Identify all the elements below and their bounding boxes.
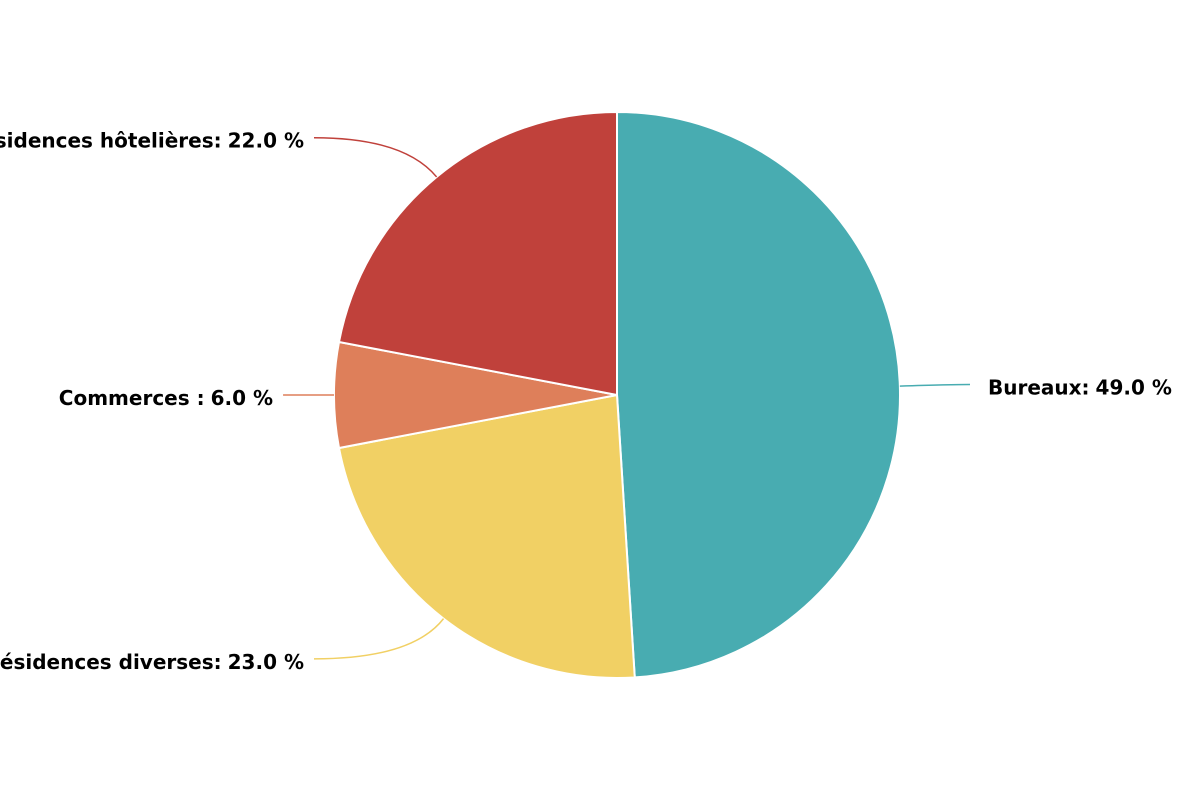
value-label: 23.0 % [228,649,304,673]
category-label: Résidences hôtelières: [0,128,222,152]
category-label: Bureaux: [988,375,1090,399]
leader-line [313,136,438,178]
leader-line [313,618,445,660]
category-label: Commerces : [59,386,205,410]
leader-line [899,383,971,387]
pie-slice [337,110,618,397]
category-label: Résidences diverses: [0,649,222,673]
data-label: Commerces :6.0 % [59,386,273,410]
value-label: 6.0 % [211,386,273,410]
value-label: 22.0 % [228,128,304,152]
value-label: 49.0 % [1096,375,1172,399]
data-label: Résidences diverses: 23.0 % [0,649,304,673]
pie-slice [616,110,902,679]
data-label: Bureaux: 49.0 % [988,375,1172,399]
data-label: Résidences hôtelières:22.0 % [0,128,304,152]
